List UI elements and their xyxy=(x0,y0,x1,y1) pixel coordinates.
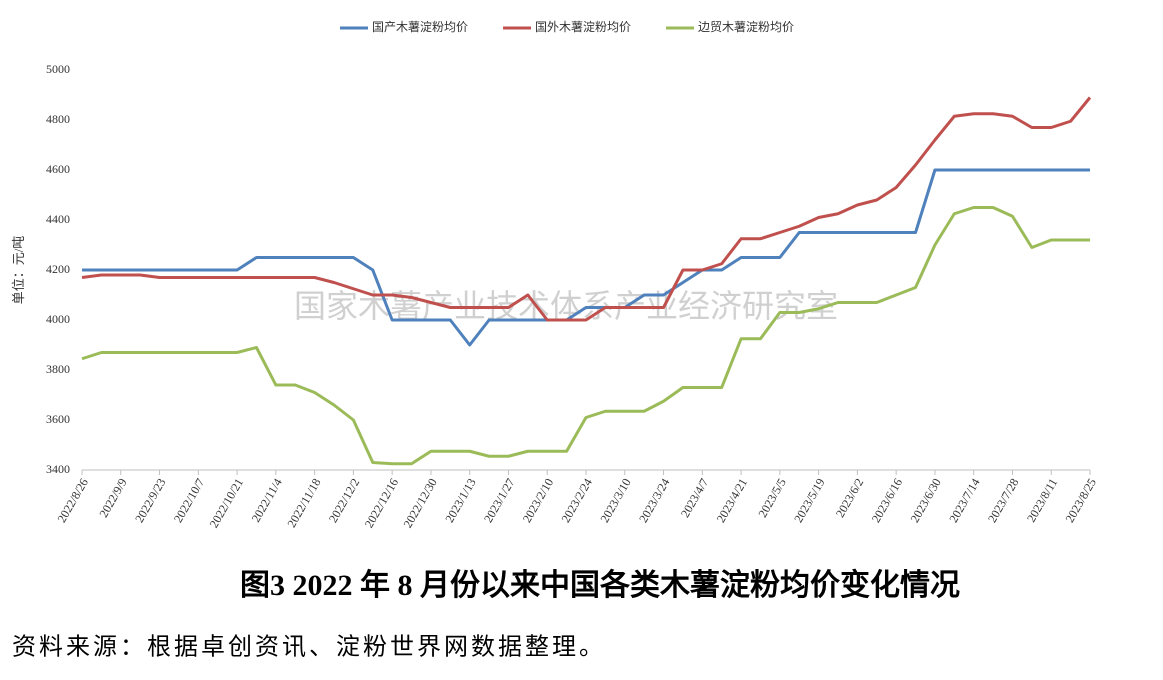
y-tick-label: 4200 xyxy=(46,262,70,276)
series-line xyxy=(81,96,1092,322)
y-tick-label: 4600 xyxy=(46,162,70,176)
y-tick-label: 3800 xyxy=(46,362,70,376)
x-tick-label: 2023/8/11 xyxy=(1024,476,1060,525)
x-tick-label: 2023/4/7 xyxy=(678,476,711,520)
x-tick-label: 2022/9/23 xyxy=(132,476,168,525)
series-line xyxy=(82,168,1090,347)
y-axis-label: 单位：元/吨 xyxy=(11,236,26,305)
x-tick-label: 2023/3/10 xyxy=(597,476,633,525)
x-tick-label: 2023/8/25 xyxy=(1063,476,1099,525)
x-tick-label: 2022/9/9 xyxy=(96,476,129,520)
y-tick-label: 3400 xyxy=(46,462,70,476)
x-tick-label: 2023/4/21 xyxy=(714,476,750,525)
x-tick-label: 2023/6/16 xyxy=(869,476,905,525)
legend-label: 国产木薯淀粉均价 xyxy=(372,20,468,34)
x-tick-label: 2023/5/19 xyxy=(791,476,827,525)
x-tick-label: 2023/6/2 xyxy=(833,476,866,520)
x-tick-label: 2023/2/10 xyxy=(520,476,556,525)
x-tick-label: 2022/12/2 xyxy=(326,476,362,525)
x-tick-label: 2022/12/16 xyxy=(362,476,401,530)
x-tick-label: 2023/1/27 xyxy=(481,476,517,525)
legend-label: 国外木薯淀粉均价 xyxy=(535,20,631,34)
x-tick-label: 2022/12/30 xyxy=(400,476,439,530)
x-tick-label: 2023/1/13 xyxy=(442,476,478,525)
x-tick-label: 2023/6/30 xyxy=(907,476,943,525)
y-tick-label: 4000 xyxy=(46,312,70,326)
caption: 图3 2022 年 8 月份以来中国各类木薯淀粉均价变化情况 xyxy=(240,568,960,602)
y-tick-label: 5000 xyxy=(46,62,70,76)
x-tick-label: 2022/10/21 xyxy=(207,476,246,530)
y-tick-label: 4400 xyxy=(46,212,70,226)
x-tick-label: 2022/8/26 xyxy=(55,476,91,525)
x-tick-label: 2023/7/14 xyxy=(946,476,982,525)
x-tick-label: 2023/7/28 xyxy=(985,476,1021,525)
source-note: 资料来源：根据卓创资讯、淀粉世界网数据整理。 xyxy=(12,634,606,661)
x-tick-label: 2022/11/4 xyxy=(249,476,285,525)
x-tick-label: 2023/2/24 xyxy=(559,476,595,525)
x-tick-label: 2023/3/24 xyxy=(636,476,672,525)
x-tick-label: 2022/10/7 xyxy=(171,476,207,525)
y-tick-label: 4800 xyxy=(46,112,70,126)
series-line xyxy=(81,206,1090,466)
x-tick-label: 2023/5/5 xyxy=(755,476,788,520)
x-tick-label: 2022/11/18 xyxy=(284,476,323,530)
y-tick-label: 3600 xyxy=(46,412,70,426)
legend-label: 边贸木薯淀粉均价 xyxy=(698,20,794,34)
